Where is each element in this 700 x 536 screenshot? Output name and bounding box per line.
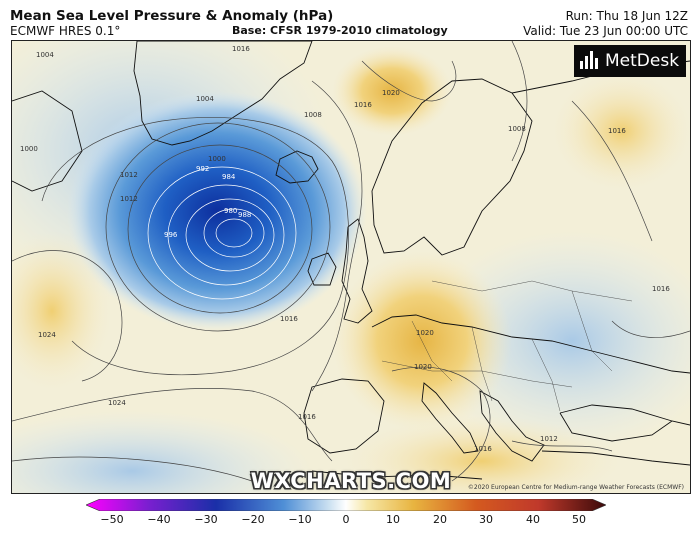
colorbar-tick: 40 <box>526 513 540 526</box>
italy-coast <box>421 382 479 454</box>
borders <box>381 280 633 412</box>
isobar-label: 1016 <box>354 101 372 109</box>
run-time: Run: Thu 18 Jun 12Z <box>565 9 688 23</box>
isobar-label: 1020 <box>414 363 432 371</box>
isobar-label: 1020 <box>382 89 400 97</box>
isobar-label: 1020 <box>416 329 434 337</box>
deep-low-anomaly <box>67 91 367 331</box>
black-sea-south <box>559 412 673 442</box>
isobar-label: 1004 <box>36 51 54 59</box>
isobar-label: 1000 <box>20 145 38 153</box>
isobars <box>12 41 690 482</box>
colorbar-tick: −50 <box>100 513 124 526</box>
positive-anomaly-norwegian-sea <box>332 46 452 136</box>
negative-anomaly-south-atlantic <box>12 411 312 493</box>
isobar-label: 1008 <box>304 111 322 119</box>
isobar-label: 1008 <box>508 125 526 133</box>
isobar-label: 1012 <box>120 195 138 203</box>
isobar-label: 1016 <box>474 445 492 453</box>
isobar-label: 1016 <box>298 413 316 421</box>
metdesk-logo-text: MetDesk <box>605 51 680 71</box>
isobar-label: 1000 <box>208 155 226 163</box>
metdesk-logo: MetDesk <box>574 45 686 77</box>
colorbar-tick: −30 <box>194 513 218 526</box>
canada-coast <box>12 90 83 192</box>
isobar-label: 1016 <box>608 127 626 135</box>
model-label: ECMWF HRES 0.1° <box>10 24 121 38</box>
greenland-coast <box>133 41 313 146</box>
north-africa-coast <box>311 470 483 480</box>
balkans-coast <box>479 390 545 462</box>
colorbar-tick: 20 <box>433 513 447 526</box>
isobar-label: 1016 <box>232 45 250 53</box>
colorbar-tick: 10 <box>386 513 400 526</box>
positive-anomaly-north-russia <box>552 71 690 191</box>
isobar-label: 988 <box>238 211 251 219</box>
positive-anomaly-west-atlantic <box>12 231 112 391</box>
colorbar-tick: 30 <box>479 513 493 526</box>
positive-anomaly-mediterranean <box>342 416 622 493</box>
colorbar-ticks: −50 −40 −30 −20 −10 0 10 20 30 40 50 <box>0 513 700 529</box>
ireland-coast <box>307 252 337 286</box>
isobar-label: 1012 <box>540 435 558 443</box>
wxcharts-watermark: WXCHARTS.COM <box>250 469 452 493</box>
isobar-label: 1024 <box>108 399 126 407</box>
anomaly-colorbar <box>86 499 606 511</box>
colorbar-tick: 0 <box>342 513 350 526</box>
scandinavia-coast <box>371 78 533 256</box>
colorbar-tick: 50 <box>572 513 586 526</box>
colorbar-tick: −20 <box>241 513 265 526</box>
metdesk-logo-icon <box>580 51 600 71</box>
ecmwf-copyright: ©2020 European Centre for Medium-range W… <box>467 484 684 491</box>
great-britain-coast <box>341 218 373 324</box>
colorbar-tick: −10 <box>288 513 312 526</box>
continental-coast <box>371 314 690 374</box>
colorbar-tick: −40 <box>147 513 171 526</box>
valid-time: Valid: Tue 23 Jun 00:00 UTC <box>523 24 688 38</box>
isobar-label: 1024 <box>38 331 56 339</box>
black-sea-coast <box>559 404 690 426</box>
isobar-label: 1016 <box>280 315 298 323</box>
map-canvas: 1000 1004 1008 1012 1016 1016 1016 1016 … <box>12 41 690 493</box>
isobar-label: 1012 <box>120 171 138 179</box>
climatology-base: Base: CFSR 1979-2010 climatology <box>232 24 448 37</box>
chart-title: Mean Sea Level Pressure & Anomaly (hPa) <box>10 8 334 24</box>
isobar-label: 1004 <box>196 95 214 103</box>
pressure-anomaly-map: 1000 1004 1008 1012 1016 1016 1016 1016 … <box>11 40 691 494</box>
isobar-label: 992 <box>196 165 209 173</box>
anatolia-coast <box>541 450 690 466</box>
isobar-label: 1016 <box>652 285 670 293</box>
iceland-coast <box>275 150 319 184</box>
isobar-label: 996 <box>164 231 178 239</box>
isobar-label: 984 <box>222 173 236 181</box>
isobar-label: 980 <box>224 207 237 215</box>
